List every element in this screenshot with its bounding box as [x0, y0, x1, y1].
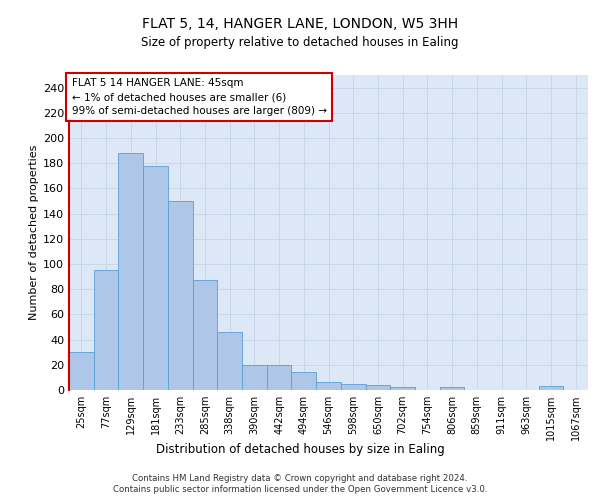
Bar	[440, 388, 464, 390]
Bar	[316, 382, 341, 390]
Bar	[242, 365, 267, 390]
Bar	[292, 372, 316, 390]
Bar	[217, 332, 242, 390]
Bar	[94, 270, 118, 390]
Text: Contains HM Land Registry data © Crown copyright and database right 2024.
Contai: Contains HM Land Registry data © Crown c…	[113, 474, 487, 494]
Bar	[390, 388, 415, 390]
Bar	[341, 384, 365, 390]
Text: FLAT 5 14 HANGER LANE: 45sqm
← 1% of detached houses are smaller (6)
99% of semi: FLAT 5 14 HANGER LANE: 45sqm ← 1% of det…	[71, 78, 326, 116]
Y-axis label: Number of detached properties: Number of detached properties	[29, 145, 39, 320]
Text: Distribution of detached houses by size in Ealing: Distribution of detached houses by size …	[155, 442, 445, 456]
Bar	[143, 166, 168, 390]
Bar	[365, 385, 390, 390]
Text: Size of property relative to detached houses in Ealing: Size of property relative to detached ho…	[141, 36, 459, 49]
Bar	[118, 153, 143, 390]
Bar	[539, 386, 563, 390]
Bar	[193, 280, 217, 390]
Bar	[69, 352, 94, 390]
Text: FLAT 5, 14, HANGER LANE, LONDON, W5 3HH: FLAT 5, 14, HANGER LANE, LONDON, W5 3HH	[142, 18, 458, 32]
Bar	[267, 365, 292, 390]
Bar	[168, 201, 193, 390]
